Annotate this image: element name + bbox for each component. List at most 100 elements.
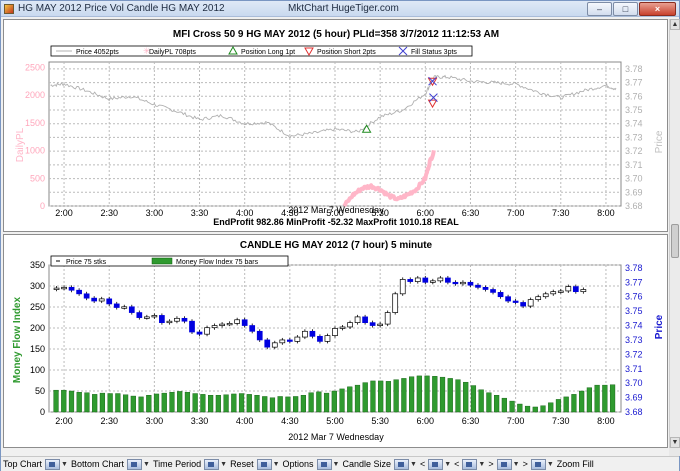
chevron-down-icon[interactable]: ▼ [444, 460, 452, 468]
candle-body [572, 286, 579, 293]
toolbar-item-time-period[interactable]: Time Period ▼ [153, 458, 228, 470]
chevron-down-icon[interactable]: ▼ [332, 460, 340, 468]
mfi-bar [586, 387, 592, 413]
candle-body [445, 277, 451, 283]
minimize-button[interactable]: – [587, 2, 612, 16]
mfi-bar [470, 385, 477, 413]
bottom-chart-legend: Price 75 stks Money Flow Index 75 bars [50, 255, 289, 267]
dropdown-button-icon[interactable] [530, 458, 546, 470]
toolbar-item--9[interactable]: > ▼ [523, 458, 554, 470]
chevron-down-icon[interactable]: ▼ [143, 460, 150, 468]
candle-body [264, 339, 271, 348]
top-x-tick: 2:30 [100, 208, 118, 218]
mfi-bar [169, 392, 175, 413]
dropdown-button-icon[interactable] [462, 458, 478, 470]
bottom-y-right-tick: 3.68 [625, 407, 643, 417]
candle-body [429, 280, 436, 283]
mfi-bar [323, 392, 330, 413]
top-y-right-tick: 3.73 [625, 132, 643, 142]
dropdown-button-icon[interactable] [45, 458, 61, 470]
top-legend-label: Position Long 1pt [241, 49, 295, 56]
bottom-chart-panel[interactable]: 0 50 100 150 200 250 300 350 3.68 3.69 3.70 3.71 3.7… [3, 234, 668, 448]
top-chart-grid [48, 61, 622, 207]
candle-body [174, 317, 180, 322]
candle-body [347, 322, 353, 328]
top-y-left-tick: 2000 [25, 90, 45, 100]
candle-body [279, 339, 286, 344]
toolbar-item-candle-size[interactable]: Candle Size ▼ [342, 458, 417, 470]
toolbar-item-label: > [488, 459, 494, 469]
mfi-bar [177, 391, 183, 413]
dropdown-button-icon[interactable] [127, 458, 142, 470]
dropdown-button-icon[interactable] [256, 458, 272, 470]
scroll-down-icon[interactable]: ▼ [670, 437, 680, 448]
title-bar[interactable]: HG MAY 2012 Price Vol Candle HG MAY 2012… [1, 1, 679, 17]
mfi-bar [300, 394, 306, 413]
bottom-x-tick: 7:00 [507, 416, 525, 426]
toolbar-item--6[interactable]: < ▼ [420, 458, 452, 470]
candle-body [143, 316, 150, 319]
candle-body [490, 289, 496, 293]
bottom-y-left-tick: 350 [30, 260, 45, 270]
candle-body [219, 323, 225, 326]
bottom-y-right-tick: 3.72 [625, 349, 643, 359]
top-legend-label: Price 4052pts [76, 49, 119, 56]
candle-body [166, 320, 173, 324]
chevron-down-icon[interactable]: ▼ [478, 460, 486, 468]
toolbar-item-options[interactable]: Options ▼ [283, 458, 340, 470]
toolbar-item-zoom-fill[interactable]: Zoom Fill [557, 459, 594, 469]
dropdown-button-icon[interactable] [394, 458, 410, 470]
dropdown-button-icon[interactable] [496, 458, 512, 470]
toolbar-item-reset[interactable]: Reset ▼ [230, 458, 280, 470]
mfi-bar [385, 381, 392, 413]
chevron-down-icon[interactable]: ▼ [410, 460, 417, 468]
candle-body [407, 279, 414, 282]
bottom-x-tick: 8:00 [597, 416, 615, 426]
candle-body [460, 281, 466, 285]
bottom-legend-label: Price 75 stks [66, 259, 107, 266]
candle-body [437, 277, 444, 282]
candle-body [482, 286, 489, 290]
toolbar-item-bottom-chart[interactable]: Bottom Chart ▼ [71, 458, 150, 470]
bottom-x-tick: 5:30 [371, 416, 389, 426]
maximize-button[interactable]: □ [613, 2, 638, 16]
bottom-y-left-tick: 300 [30, 281, 45, 291]
mfi-bar [293, 396, 299, 413]
top-chart-ylabel-left: DailyPL [15, 127, 26, 162]
close-button[interactable]: × [639, 2, 676, 16]
mfi-bar [540, 405, 546, 413]
toolbar-item-top-chart[interactable]: Top Chart ▼ [3, 458, 68, 470]
mfi-bar [208, 394, 214, 413]
chevron-down-icon[interactable]: ▼ [512, 460, 520, 468]
dropdown-button-icon[interactable] [428, 458, 444, 470]
candle-body [91, 297, 98, 302]
chevron-down-icon[interactable]: ▼ [61, 460, 68, 468]
bottom-y-left-tick: 100 [30, 365, 45, 375]
bottom-x-tick: 2:30 [100, 416, 118, 426]
chevron-down-icon[interactable]: ▼ [272, 460, 280, 468]
dailypl-series-line [342, 149, 436, 208]
chevron-down-icon[interactable]: ▼ [546, 460, 554, 468]
bottom-chart[interactable]: 0 50 100 150 200 250 300 350 3.68 3.69 3.70 3.71 3.7… [4, 235, 669, 449]
mfi-bar [354, 384, 361, 413]
mfi-bar [563, 396, 569, 413]
candle-body [317, 335, 323, 342]
dropdown-button-icon[interactable] [204, 458, 220, 470]
toolbar-item--7[interactable]: < ▼ [454, 458, 486, 470]
mfi-bar [285, 396, 291, 413]
window-controls: – □ × [587, 2, 676, 16]
bottom-legend-label: Money Flow Index 75 bars [176, 259, 259, 266]
candle-body [414, 277, 421, 282]
dropdown-button-icon[interactable] [316, 458, 332, 470]
scroll-thumb[interactable] [671, 224, 679, 258]
toolbar-item--8[interactable]: > ▼ [488, 458, 520, 470]
candle-body [542, 293, 549, 298]
candle-body [181, 317, 188, 322]
scroll-up-icon[interactable]: ▲ [670, 19, 680, 30]
top-chart-panel[interactable]: 3.68 3.69 3.70 3.71 3.72 3.73 3.74 3.75 3.76 3.77… [3, 19, 668, 232]
top-chart[interactable]: 3.68 3.69 3.70 3.71 3.72 3.73 3.74 3.75 3.76 3.77… [4, 20, 669, 233]
vertical-scrollbar[interactable]: ▲ ▼ [669, 19, 680, 448]
chevron-down-icon[interactable]: ▼ [220, 460, 228, 468]
candle-body [497, 292, 504, 298]
top-y-left-tick: 1500 [25, 118, 45, 128]
